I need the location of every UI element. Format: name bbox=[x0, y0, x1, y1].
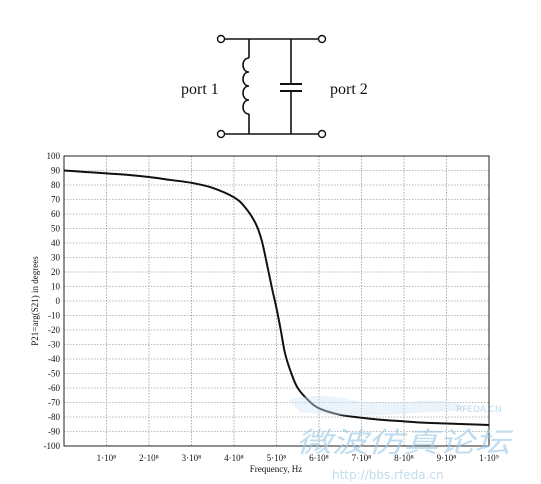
y-tick-label: 40 bbox=[51, 238, 61, 248]
port2-label: port 2 bbox=[330, 81, 368, 98]
y-tick-labels: 1009080706050403020100-10-20-30-40-50-60… bbox=[44, 151, 61, 451]
watermark: RFEDA.CN 微波仿真论坛 http://bbs.rfeda.cn bbox=[288, 396, 514, 482]
y-tick-label: -90 bbox=[48, 427, 60, 437]
port1-bottom-terminal bbox=[216, 129, 226, 139]
y-tick-label: -100 bbox=[44, 441, 61, 451]
y-tick-label: 90 bbox=[51, 166, 61, 176]
y-tick-label: 10 bbox=[51, 282, 61, 292]
capacitor-symbol bbox=[280, 39, 302, 134]
y-tick-label: 0 bbox=[56, 296, 61, 306]
series-line bbox=[63, 169, 490, 426]
port2-bottom-terminal bbox=[317, 129, 327, 139]
phase-chart: 1009080706050403020100-10-20-30-40-50-60… bbox=[30, 151, 499, 474]
x-tick-label: 8·10⁸ bbox=[394, 453, 414, 463]
x-tick-label: 3·10⁸ bbox=[182, 453, 202, 463]
y-tick-label: -70 bbox=[48, 398, 60, 408]
x-tick-label: 7·10⁸ bbox=[352, 453, 372, 463]
y-tick-label: 100 bbox=[47, 151, 61, 161]
watermark-logo bbox=[288, 396, 470, 416]
y-tick-label: 50 bbox=[51, 224, 61, 234]
y-tick-label: -10 bbox=[48, 311, 60, 321]
y-tick-label: 80 bbox=[51, 180, 61, 190]
y-tick-label: -50 bbox=[48, 369, 60, 379]
y-tick-label: 70 bbox=[51, 195, 61, 205]
x-tick-label: 1·10⁸ bbox=[97, 453, 117, 463]
y-tick-label: 20 bbox=[51, 267, 61, 277]
port1-top-terminal bbox=[216, 34, 226, 44]
x-tick-label: 9·10⁸ bbox=[437, 453, 457, 463]
x-axis-title: Frequency, Hz bbox=[250, 464, 302, 474]
grid bbox=[64, 156, 489, 446]
x-tick-label: 4·10⁸ bbox=[224, 453, 244, 463]
y-axis-title: P21=arg(S21) in degrees bbox=[30, 256, 40, 346]
series-curve bbox=[63, 169, 490, 426]
port2-top-terminal bbox=[317, 34, 327, 44]
inductor-symbol bbox=[242, 39, 250, 134]
y-tick-label: 30 bbox=[51, 253, 61, 263]
x-tick-labels: 1·10⁸ 2·10⁸ 3·10⁸ 4·10⁸ 5·10⁸ 6·10⁸ 7·10⁸ 8·10⁸… bbox=[97, 453, 499, 463]
port1-label: port 1 bbox=[181, 81, 219, 98]
y-tick-label: -40 bbox=[48, 354, 60, 364]
watermark-url: http://bbs.rfeda.cn bbox=[332, 468, 444, 482]
y-tick-label: -80 bbox=[48, 412, 60, 422]
y-tick-label: -60 bbox=[48, 383, 60, 393]
x-tick-label: 5·10⁸ bbox=[267, 453, 287, 463]
plot-frame bbox=[63, 155, 490, 447]
y-tick-label: 60 bbox=[51, 209, 61, 219]
watermark-site: RFEDA.CN bbox=[456, 405, 502, 415]
y-tick-label: -20 bbox=[48, 325, 60, 335]
x-tick-label: 6·10⁸ bbox=[309, 453, 329, 463]
y-tick-label: -30 bbox=[48, 340, 60, 350]
circuit-diagram: port 1 port 2 bbox=[181, 34, 368, 139]
x-tick-label: 2·10⁸ bbox=[139, 453, 159, 463]
watermark-chinese: 微波仿真论坛 bbox=[296, 426, 514, 459]
x-tick-label: 1·10⁹ bbox=[479, 453, 499, 463]
